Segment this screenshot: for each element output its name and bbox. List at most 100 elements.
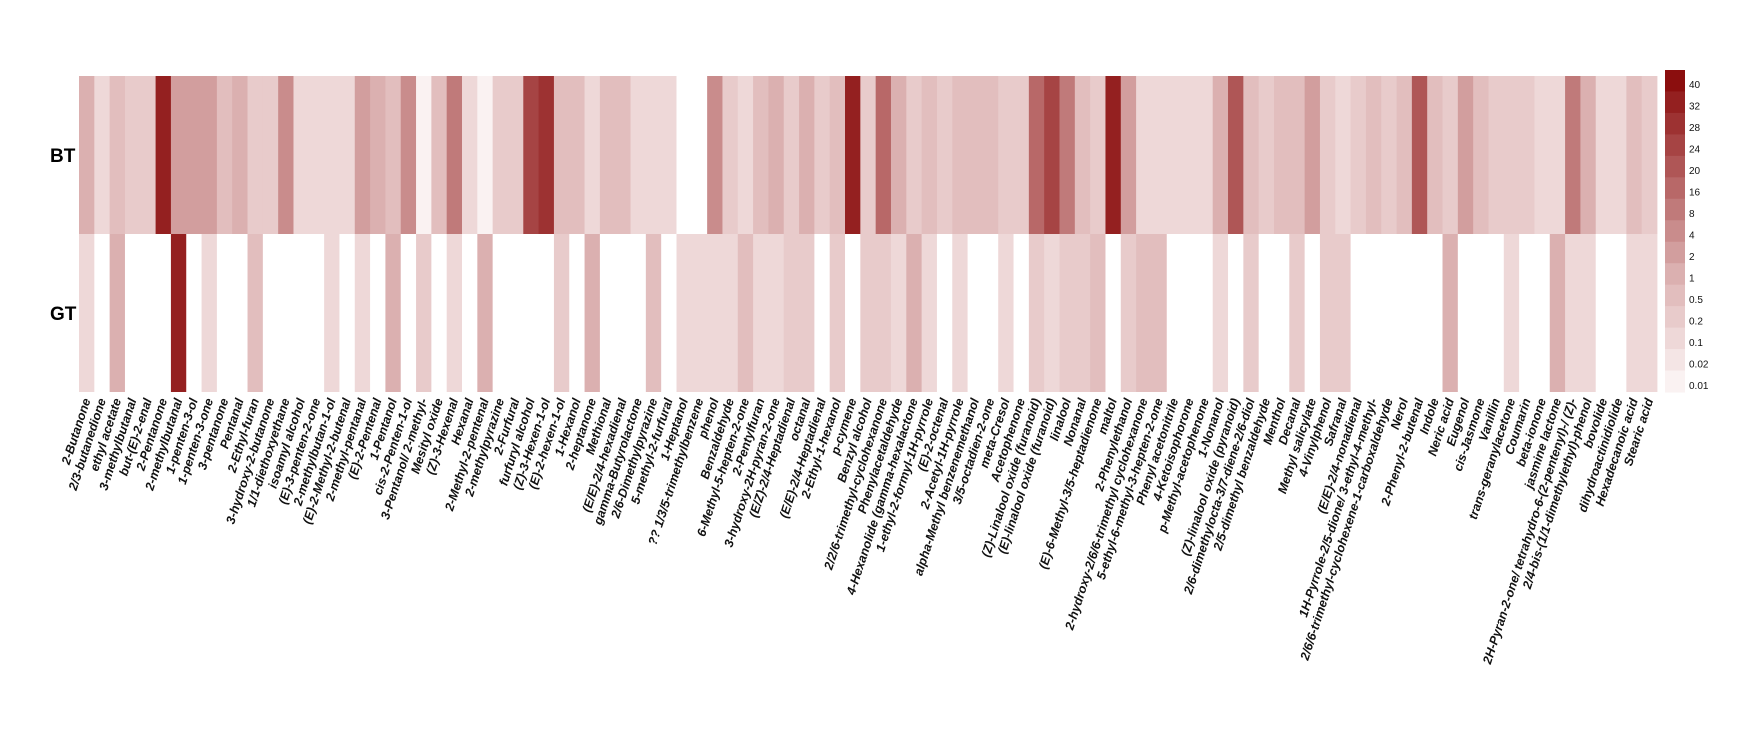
heatmap-cell <box>400 76 417 234</box>
legend-tick-label: 1 <box>1689 274 1695 285</box>
legend-swatch <box>1665 91 1685 114</box>
legend-tick-label: 0.2 <box>1689 317 1703 328</box>
heatmap-cell <box>140 234 156 392</box>
heatmap-cell <box>124 234 141 392</box>
heatmap-cell <box>982 76 999 234</box>
heatmap-cell <box>1182 234 1198 392</box>
heatmap-cell <box>1549 234 1566 392</box>
legend-tick-label: 2 <box>1689 252 1695 263</box>
heatmap-cell <box>1228 76 1244 234</box>
heatmap-cell <box>553 234 570 392</box>
heatmap-cell <box>94 234 111 392</box>
heatmap-cell <box>890 234 907 392</box>
heatmap-cell <box>1074 76 1091 234</box>
heatmap-cell <box>1641 234 1658 392</box>
legend-swatch <box>1665 349 1685 372</box>
heatmap-cell <box>1519 234 1535 392</box>
heatmap-cell <box>1365 76 1382 234</box>
heatmap-cell <box>1228 234 1244 392</box>
heatmap-cell <box>1473 234 1489 392</box>
row-labels: BT GT <box>50 146 77 325</box>
heatmap-cell <box>1411 76 1428 234</box>
legend-swatch <box>1665 198 1685 221</box>
heatmap-cell <box>354 234 371 392</box>
heatmap-cell <box>1319 234 1336 392</box>
legend-swatch <box>1665 134 1685 157</box>
heatmap-cell <box>1028 76 1045 234</box>
heatmap-cell <box>1595 76 1612 234</box>
heatmap-cell <box>569 76 585 234</box>
legend-tick-label: 0.1 <box>1689 338 1703 349</box>
heatmap-cell <box>262 234 279 392</box>
heatmap-cell <box>906 76 923 234</box>
legend-tick-label: 0.5 <box>1689 295 1703 306</box>
heatmap-cells <box>79 76 1658 392</box>
heatmap-cell <box>308 76 325 234</box>
heatmap-cell <box>1059 76 1076 234</box>
heatmap-cell <box>630 234 647 392</box>
heatmap-cell <box>1273 234 1290 392</box>
heatmap-cell <box>1381 76 1397 234</box>
heatmap-cell <box>1197 234 1214 392</box>
heatmap-cell <box>462 234 478 392</box>
heatmap-cell <box>906 234 923 392</box>
heatmap-cell <box>1411 234 1428 392</box>
heatmap-cell <box>1365 234 1382 392</box>
legend-tick-label: 4 <box>1689 231 1695 242</box>
heatmap-cell <box>768 76 785 234</box>
heatmap-cell <box>507 76 524 234</box>
heatmap-cell <box>875 76 892 234</box>
heatmap-cell <box>1120 234 1137 392</box>
heatmap-cell <box>446 234 463 392</box>
heatmap-cell <box>615 76 631 234</box>
heatmap-cell <box>1013 234 1030 392</box>
heatmap-cell <box>921 234 938 392</box>
legend-swatch <box>1665 370 1685 393</box>
heatmap-cell <box>753 234 769 392</box>
heatmap-cell <box>1197 76 1214 234</box>
heatmap-cell <box>1381 234 1397 392</box>
heatmap-cell <box>645 234 662 392</box>
heatmap-cell <box>247 76 264 234</box>
heatmap-cell <box>1044 76 1060 234</box>
heatmap-cell <box>1626 234 1643 392</box>
heatmap-cell <box>416 234 432 392</box>
legend-tick-label: 0.02 <box>1689 360 1709 371</box>
heatmap-cell <box>1580 76 1597 234</box>
heatmap-cell <box>707 76 723 234</box>
heatmap-cell <box>1488 234 1505 392</box>
heatmap-cell <box>936 76 953 234</box>
heatmap-cell <box>676 234 693 392</box>
heatmap-cell <box>1319 76 1336 234</box>
heatmap-cell <box>170 234 187 392</box>
heatmap-cell <box>845 234 861 392</box>
heatmap-cell <box>1105 76 1122 234</box>
heatmap-cell <box>492 76 509 234</box>
heatmap-cell <box>201 76 218 234</box>
legend-swatch <box>1665 220 1685 243</box>
heatmap-cell <box>538 234 555 392</box>
heatmap-cell <box>1166 76 1183 234</box>
heatmap-cell <box>967 234 984 392</box>
heatmap-cell <box>1503 76 1520 234</box>
heatmap-cell <box>783 234 800 392</box>
heatmap-cell <box>1335 76 1351 234</box>
legend-tick-label: 20 <box>1689 166 1701 177</box>
heatmap-cell <box>783 76 800 234</box>
heatmap-cell <box>691 234 708 392</box>
heatmap-cell <box>1258 234 1275 392</box>
heatmap-cell <box>278 234 294 392</box>
legend-swatch <box>1665 177 1685 200</box>
heatmap-cell <box>278 76 294 234</box>
heatmap-cell <box>79 234 95 392</box>
heatmap-cell <box>1457 234 1474 392</box>
heatmap-cell <box>94 76 111 234</box>
heatmap-cell <box>477 234 494 392</box>
heatmap-cell <box>1243 76 1260 234</box>
heatmap-cell <box>1136 76 1152 234</box>
legend-swatch <box>1665 263 1685 286</box>
heatmap-cell <box>1565 234 1581 392</box>
heatmap-cell <box>1396 76 1413 234</box>
heatmap-cell <box>339 76 356 234</box>
